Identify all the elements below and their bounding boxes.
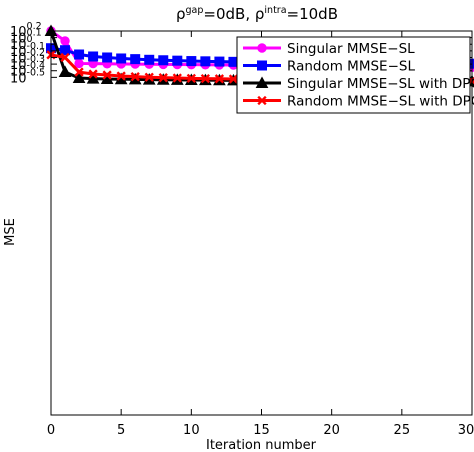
data-point	[60, 36, 70, 46]
legend-entry: Singular MMSE−SL with DPC	[243, 76, 474, 92]
data-point	[130, 54, 141, 65]
legend-marker	[257, 60, 267, 71]
data-point	[228, 74, 239, 84]
legend-label: Singular MMSE−SL with DPC	[287, 76, 474, 92]
data-point	[72, 71, 86, 84]
data-point	[130, 72, 140, 82]
data-point	[200, 56, 211, 67]
legend-marker	[255, 76, 269, 88]
y-tick-label: 10-0.2	[10, 47, 45, 66]
data-point	[158, 73, 168, 83]
x-tick-label: 0	[47, 423, 55, 438]
x-tick-label: 20	[323, 423, 340, 438]
legend-entry: Singular MMSE−SL	[243, 41, 415, 57]
y-tick-label: 10-0.1	[10, 41, 45, 60]
x-tick-label: 25	[394, 423, 411, 438]
data-point	[172, 55, 183, 66]
data-point	[74, 58, 84, 69]
data-point	[88, 69, 98, 79]
data-point	[214, 74, 225, 84]
x-tick-label: 30	[458, 423, 474, 438]
y-tick-label: 100.1	[10, 28, 42, 47]
data-point	[102, 52, 113, 63]
data-point	[88, 51, 99, 62]
data-point	[214, 56, 225, 67]
data-point	[74, 49, 85, 60]
data-point	[200, 73, 211, 84]
data-point	[172, 73, 182, 83]
legend-label: Random MMSE−SL with DPC	[287, 94, 474, 110]
legend-entry: Random MMSE−SL	[243, 59, 415, 75]
data-point	[74, 67, 84, 77]
x-tick-label: 10	[183, 423, 200, 438]
y-tick-label: 10-0.4	[10, 61, 45, 80]
x-axis-label: Iteration number	[206, 438, 317, 452]
x-tick-label: 5	[117, 423, 125, 438]
legend-label: Random MMSE−SL	[287, 59, 415, 75]
x-tick-label: 15	[253, 423, 270, 438]
data-point	[144, 54, 155, 65]
ticks-layer: 0 5 10 15 20 25 30 100.2100.110010-0.110-0.210-…	[10, 21, 474, 438]
legend-marker	[257, 95, 267, 106]
data-point	[116, 71, 126, 81]
legend-marker	[257, 43, 267, 53]
y-tick-label: 10-0.3	[10, 54, 45, 73]
data-point	[186, 73, 196, 83]
legend-label: Singular MMSE−SL	[287, 41, 415, 57]
data-point	[116, 53, 127, 64]
data-point	[144, 72, 154, 82]
chart-title: ρgap=0dB, ρintra=10dB	[176, 5, 338, 23]
data-point	[102, 70, 112, 80]
y-tick-label: 100.2	[10, 21, 42, 40]
data-point	[60, 52, 70, 63]
y-axis-label: MSE	[3, 218, 18, 246]
y-tick-label: 100	[10, 34, 33, 53]
data-point	[58, 65, 72, 78]
y-tick-label: 10-0.5	[10, 67, 45, 86]
legend-entry: Random MMSE−SL with DPC	[243, 94, 474, 110]
data-point	[186, 56, 197, 67]
data-point	[158, 55, 169, 66]
data-point	[60, 45, 71, 56]
